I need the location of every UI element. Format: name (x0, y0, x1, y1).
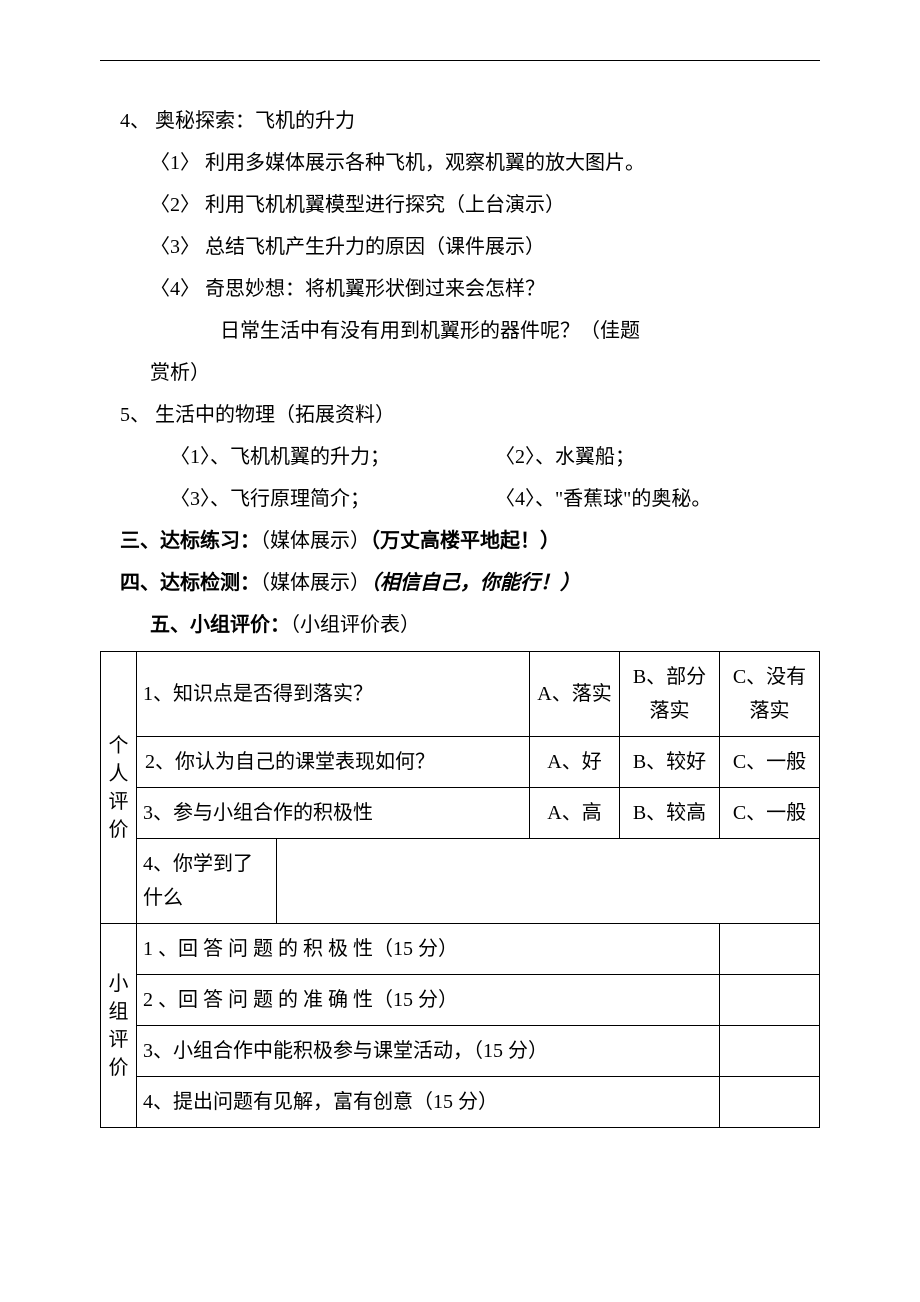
sec5-row1a: 〈1〉、飞机机翼的升力； (170, 437, 495, 477)
q3-c: C、一般 (720, 788, 820, 839)
gq2-blank (720, 975, 820, 1026)
section3: 三、达标练习：（媒体展示）（万丈高楼平地起！） (100, 521, 820, 561)
sec5-label: 五、小组评价： (150, 614, 290, 636)
gq1-blank (720, 924, 820, 975)
sec4-item1: 〈1〉 利用多媒体展示各种飞机，观察机翼的放大图片。 (100, 143, 820, 183)
q2-c: C、一般 (720, 737, 820, 788)
sec3-label: 三、达标练习： (120, 530, 260, 552)
sec4-note2: （相信自己，你能行！） (370, 572, 580, 594)
q2-b: B、较好 (620, 737, 720, 788)
sec4-item4b: 日常生活中有没有用到机翼形的器件呢？（佳题 (100, 311, 820, 351)
sec5-title: 5、 生活中的物理（拓展资料） (100, 395, 820, 435)
table-row: 小组评价 1 、回 答 问 题 的 积 极 性（15 分） (101, 924, 820, 975)
gq3-blank (720, 1026, 820, 1077)
sec3-note1: （媒体展示） (260, 530, 370, 552)
section4: 四、达标检测：（媒体展示）（相信自己，你能行！） (100, 563, 820, 603)
document-body: 4、 奥秘探索：飞机的升力 〈1〉 利用多媒体展示各种飞机，观察机翼的放大图片。… (100, 101, 820, 1128)
gq3: 3、小组合作中能积极参与课堂活动，（15 分） (137, 1026, 720, 1077)
sec4-title: 4、 奥秘探索：飞机的升力 (100, 101, 820, 141)
table-row: 2 、回 答 问 题 的 准 确 性（15 分） (101, 975, 820, 1026)
top-rule (100, 60, 820, 61)
sec4-item4c: 赏析） (100, 353, 820, 393)
vertical-label-group: 小组评价 (101, 924, 137, 1128)
sec4-item4: 〈4〉 奇思妙想：将机翼形状倒过来会怎样？ (100, 269, 820, 309)
q2-a: A、好 (530, 737, 620, 788)
sec5-row1b: 〈2〉、水翼船； (495, 437, 820, 477)
q3-b: B、较高 (620, 788, 720, 839)
gq4: 4、提出问题有见解，富有创意（15 分） (137, 1077, 720, 1128)
table-row: 3、小组合作中能积极参与课堂活动，（15 分） (101, 1026, 820, 1077)
sec4-item3: 〈3〉 总结飞机产生升力的原因（课件展示） (100, 227, 820, 267)
q1-a: A、落实 (530, 652, 620, 737)
sec5-row2: 〈3〉、飞行原理简介； 〈4〉、"香蕉球"的奥秘。 (100, 479, 820, 519)
q1-b: B、部分落实 (620, 652, 720, 737)
table-row: 个人评价 1、知识点是否得到落实？ A、落实 B、部分落实 C、没有落实 (101, 652, 820, 737)
sec5-row1: 〈1〉、飞机机翼的升力； 〈2〉、水翼船； (100, 437, 820, 477)
gq1: 1 、回 答 问 题 的 积 极 性（15 分） (137, 924, 720, 975)
sec3-note2: （万丈高楼平地起！） (370, 530, 560, 552)
q1-c: C、没有落实 (720, 652, 820, 737)
q4: 4、你学到了什么 (137, 839, 277, 924)
table-row: 4、提出问题有见解，富有创意（15 分） (101, 1077, 820, 1128)
table-row: 2、你认为自己的课堂表现如何？ A、好 B、较好 C、一般 (101, 737, 820, 788)
sec4-label: 四、达标检测： (120, 572, 260, 594)
table-row: 4、你学到了什么 (101, 839, 820, 924)
sec4-note1: （媒体展示） (260, 572, 370, 594)
sec5-row2b: 〈4〉、"香蕉球"的奥秘。 (495, 479, 820, 519)
table-row: 3、参与小组合作的积极性 A、高 B、较高 C、一般 (101, 788, 820, 839)
evaluation-table: 个人评价 1、知识点是否得到落实？ A、落实 B、部分落实 C、没有落实 2、你… (100, 651, 820, 1128)
q2: 2、你认为自己的课堂表现如何？ (137, 737, 530, 788)
gq4-blank (720, 1077, 820, 1128)
q3-a: A、高 (530, 788, 620, 839)
section5: 五、小组评价：（小组评价表） (100, 605, 820, 645)
sec4-item2: 〈2〉 利用飞机机翼模型进行探究（上台演示） (100, 185, 820, 225)
sec5-row2a: 〈3〉、飞行原理简介； (170, 479, 495, 519)
q4-blank (277, 839, 820, 924)
vertical-label-personal: 个人评价 (101, 652, 137, 924)
gq2: 2 、回 答 问 题 的 准 确 性（15 分） (137, 975, 720, 1026)
q3: 3、参与小组合作的积极性 (137, 788, 530, 839)
sec5-note: （小组评价表） (290, 614, 420, 636)
q1: 1、知识点是否得到落实？ (137, 652, 530, 737)
